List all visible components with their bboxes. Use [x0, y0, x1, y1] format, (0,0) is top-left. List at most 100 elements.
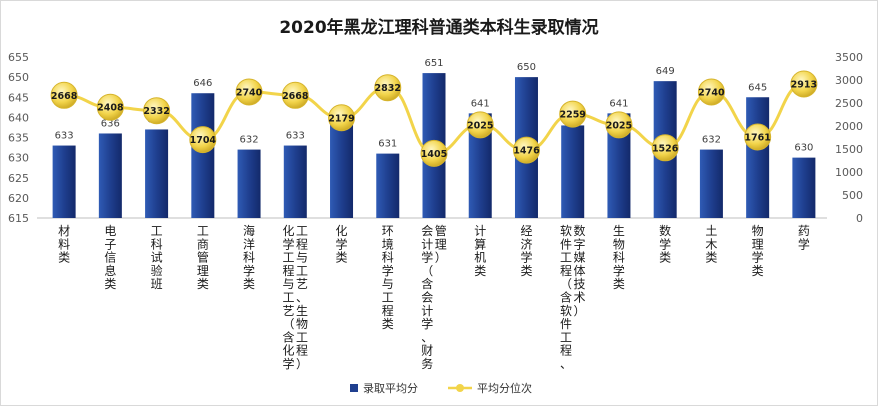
x-tick-label: 软件工程（含软件工程、数字媒体技术） — [560, 223, 586, 371]
rank-value-label: 2668 — [51, 91, 78, 102]
rank-value-label: 2740 — [698, 87, 725, 98]
bar — [468, 113, 492, 218]
rank-point — [235, 78, 263, 106]
y-left-tick-label: 620 — [8, 192, 29, 205]
rank-value-label: 2179 — [328, 113, 354, 124]
rank-value-label: 2332 — [143, 106, 169, 117]
chart-title: 2020年黑龙江理科普通类本科生录取情况 — [279, 18, 599, 38]
bar-value-label: 632 — [240, 135, 259, 146]
x-tick-label: 物理学类 — [752, 224, 764, 278]
y-right-tick-label: 1500 — [835, 143, 863, 156]
rank-point — [143, 97, 171, 125]
rank-value-label: 2025 — [467, 120, 493, 131]
rank-value-label: 1761 — [744, 132, 770, 143]
rank-point — [374, 74, 402, 102]
rank-value-label: 2740 — [236, 87, 263, 98]
bar-value-label: 651 — [424, 58, 443, 69]
bar-value-label: 633 — [286, 131, 305, 142]
x-tick-label: 土木类 — [705, 224, 717, 265]
y-left-tick-label: 640 — [8, 111, 29, 124]
y-right-tick-label: 500 — [842, 189, 863, 202]
rank-point — [790, 70, 818, 98]
bar — [145, 129, 169, 218]
rank-value-label: 1405 — [421, 149, 447, 160]
bar — [792, 157, 816, 218]
y-left-tick-label: 630 — [8, 152, 29, 165]
x-tick-label: 电子信息类 — [104, 224, 116, 291]
rank-point — [605, 111, 633, 139]
bar-value-label: 633 — [55, 131, 74, 142]
rank-point — [744, 123, 772, 151]
x-tick-label: 海洋科学类 — [243, 223, 255, 291]
bar — [191, 93, 215, 218]
y-right-tick-label: 0 — [856, 212, 863, 225]
y-right-tick-label: 2000 — [835, 120, 863, 133]
bar — [699, 149, 723, 218]
x-tick-label: 生物科学类 — [613, 224, 625, 291]
x-tick-label: 数学类 — [659, 223, 671, 265]
legend-label-line: 平均分位次 — [477, 381, 532, 395]
bar — [561, 125, 585, 218]
bar — [98, 133, 122, 218]
x-tick-label: 工科试验班 — [151, 224, 163, 291]
bar-value-label: 649 — [656, 66, 675, 77]
rank-value-label: 2025 — [606, 120, 632, 131]
y-right-tick-label: 1000 — [835, 166, 863, 179]
rank-point — [697, 78, 725, 106]
x-tick-label: 环境科学与工程类 — [382, 224, 394, 331]
y-left-tick-label: 650 — [8, 71, 29, 84]
y-left-tick-label: 635 — [8, 132, 29, 145]
rank-value-label: 2259 — [559, 110, 585, 121]
x-tick-label: 化学类 — [336, 224, 348, 265]
rank-value-label: 2913 — [791, 80, 817, 91]
x-tick-label: 计算机类 — [474, 224, 486, 278]
rank-point — [328, 104, 356, 132]
rank-point — [281, 81, 309, 109]
rank-point — [559, 100, 587, 128]
rank-point — [466, 111, 494, 139]
bar-value-label: 636 — [101, 118, 120, 129]
x-tick-label: 工商管理类 — [197, 224, 209, 291]
x-tick-label: 经济学类 — [520, 224, 532, 278]
rank-value-label: 1476 — [513, 146, 540, 157]
bar — [607, 113, 631, 218]
y-left-tick-label: 625 — [8, 172, 29, 185]
bar — [330, 121, 354, 218]
x-tick-label: 药学 — [798, 224, 810, 251]
x-tick-label: 会计学（含会计学、财务管理） — [421, 223, 447, 371]
bar-value-label: 631 — [378, 139, 397, 150]
rank-value-label: 1704 — [190, 135, 217, 146]
y-right-tick-label: 3000 — [835, 74, 863, 87]
legend-swatch-dot — [456, 384, 464, 392]
bar-value-label: 646 — [193, 78, 212, 89]
rank-point — [189, 126, 217, 154]
y-right-tick-label: 3500 — [835, 51, 863, 64]
bar-value-label: 641 — [471, 98, 490, 109]
rank-value-label: 2832 — [375, 83, 401, 94]
x-tick-label: 化学工程与工艺（含化学工程与工艺、生物工程） — [283, 224, 309, 371]
rank-value-label: 2668 — [282, 91, 309, 102]
x-tick-label: 材料类 — [58, 224, 70, 265]
y-left-tick-label: 655 — [8, 51, 29, 64]
bar — [376, 153, 400, 218]
rank-value-label: 2408 — [97, 103, 124, 114]
y-left-tick-label: 615 — [8, 212, 29, 225]
bar-value-label: 645 — [748, 82, 767, 93]
rank-point — [420, 139, 448, 167]
bar — [283, 145, 307, 218]
legend-label-bar: 录取平均分 — [363, 382, 418, 395]
bar-value-label: 650 — [517, 62, 536, 73]
rank-point — [50, 81, 78, 109]
rank-point — [651, 134, 679, 162]
y-right-tick-label: 2500 — [835, 97, 863, 110]
y-left-tick-label: 645 — [8, 91, 29, 104]
bar — [746, 97, 770, 218]
rank-value-label: 1526 — [652, 143, 679, 154]
bar — [237, 149, 261, 218]
bar-value-label: 641 — [609, 98, 628, 109]
bar-value-label: 630 — [794, 143, 813, 154]
rank-point — [96, 93, 124, 121]
bar — [52, 145, 76, 218]
